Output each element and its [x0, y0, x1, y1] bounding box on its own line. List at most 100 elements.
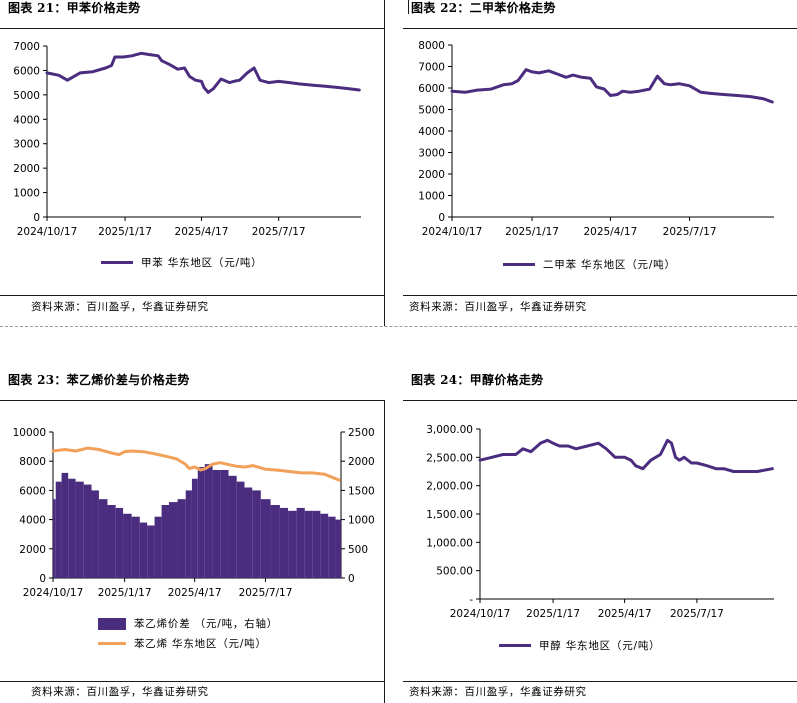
chart-24-legend-swatch [499, 644, 531, 647]
c0-ytick-label: 5000 [13, 90, 40, 102]
c2-bar [168, 502, 178, 578]
chart-22-source: 资料来源：百川盈孚，华鑫证券研究 [409, 301, 587, 313]
c2-bar [304, 510, 313, 578]
chart-23-legend-bar-label: 苯乙烯价差 （元/吨，右轴） [134, 618, 279, 630]
c2-bar [244, 487, 253, 578]
c2-ytick-label: 4000 [19, 515, 46, 527]
c2-y2tick-label: 1000 [348, 515, 375, 527]
c1-ytick-label: 1000 [418, 191, 445, 203]
c2-bar [131, 516, 140, 578]
c3-xtick-label: 2025/4/17 [598, 608, 652, 620]
c2-xtick-label: 2025/4/17 [168, 587, 222, 599]
chart-23-source-rule [0, 681, 384, 682]
c2-bar [83, 484, 92, 578]
c2-bar [177, 499, 186, 578]
chart-24-source: 资料来源：百川盈孚，华鑫证券研究 [409, 686, 587, 698]
chart-23-source: 资料来源：百川盈孚，华鑫证券研究 [31, 686, 209, 698]
c2-bar [212, 469, 221, 578]
c2-bar [98, 499, 108, 578]
chart-22-title: 图表 22：二甲苯价格走势 [411, 1, 556, 15]
chart-24-legend-label: 甲醇 华东地区（元/吨） [539, 640, 661, 652]
chart-23-legend-bars: 苯乙烯价差 （元/吨，右轴） [98, 616, 278, 631]
chart-23-legend-line-swatch [98, 642, 126, 645]
c2-xtick-label: 2025/1/17 [98, 587, 152, 599]
panel-divider-top [384, 0, 385, 326]
c3-ytick-label: 1,000.00 [426, 537, 473, 549]
c2-bar [260, 499, 271, 578]
c0-ytick-label: 1000 [13, 188, 40, 200]
c0-ytick-label: 6000 [13, 65, 40, 77]
c2-bar [236, 481, 245, 578]
c2-bar [191, 478, 198, 578]
c1-ytick-label: 6000 [418, 83, 445, 95]
c1-ytick-label: 3000 [418, 148, 445, 160]
chart-23-legend-line: 苯乙烯 华东地区（元/吨） [98, 636, 267, 651]
c2-xtick-label: 2025/7/17 [239, 587, 293, 599]
c0-series-line-0 [45, 51, 361, 94]
c2-bar [270, 505, 280, 578]
c1-xtick-label: 2025/7/17 [663, 226, 717, 238]
c3-ytick-label: - [469, 594, 473, 606]
c2-y2tick-label: 1500 [348, 485, 375, 497]
chart-22-legend-label: 二甲苯 华东地区（元/吨） [543, 259, 676, 271]
c1-series-line-0 [450, 68, 774, 104]
c2-bar [335, 519, 341, 578]
c2-bar [185, 490, 192, 578]
c2-bar [53, 499, 56, 578]
c1-ytick-label: 5000 [418, 105, 445, 117]
chart-23-plot: 0 2000 4000 6000 8000 10000 0 500 1000 1500 2000 25… [13, 427, 375, 599]
c2-bar [197, 467, 205, 578]
chart-23-title-rule [0, 400, 384, 401]
c3-xtick-label: 2025/1/17 [526, 608, 580, 620]
c2-bar [123, 513, 132, 578]
chart-23-legend-line-label: 苯乙烯 华东地区（元/吨） [134, 638, 267, 650]
panel-divider-bottom [384, 400, 385, 703]
c2-y2tick-label: 500 [348, 544, 368, 556]
c2-ytick-label: 10000 [13, 427, 46, 439]
chart-24-source-rule [403, 681, 797, 682]
c2-bar [328, 516, 336, 578]
chart-22-legend-swatch [503, 263, 535, 266]
c2-bar [288, 510, 297, 578]
chart-21-plot: 0 1000 2000 3000 4000 5000 6000 7000 2024/10/17 2… [13, 41, 361, 238]
chart-21-legend-label: 甲苯 华东地区（元/吨） [141, 257, 263, 269]
c2-y2tick-label: 2500 [348, 427, 375, 439]
c2-bar [55, 481, 62, 578]
c2-bar [154, 516, 162, 578]
c0-ytick-label: 0 [33, 212, 40, 224]
c2-bar [220, 469, 229, 578]
c3-ytick-label: 2,500.00 [426, 452, 473, 464]
chart-22-title-rule [403, 28, 797, 29]
chart-22-legend: 二甲苯 华东地区（元/吨） [503, 257, 676, 272]
chart-21-legend: 甲苯 华东地区（元/吨） [101, 255, 262, 270]
c0-xtick-label: 2024/10/17 [17, 226, 78, 238]
c2-bar [320, 513, 329, 578]
chart-24-title: 图表 24：甲醇价格走势 [411, 373, 544, 387]
c3-ytick-label: 3,000.00 [426, 424, 473, 436]
chart-23-legend-bar-swatch [98, 617, 126, 630]
c2-bar [161, 505, 169, 578]
row-separator [0, 326, 797, 327]
c2-bar [279, 507, 289, 578]
chart-21-title-rule [0, 28, 384, 29]
chart-22-source-rule [403, 295, 797, 296]
chart-22-plot: 0 1000 2000 3000 4000 5000 6000 7000 8000 2024/10… [418, 40, 774, 238]
c3-xtick-label: 2025/7/17 [670, 608, 724, 620]
chart-23-title: 图表 23：苯乙烯价差与价格走势 [8, 373, 190, 387]
chart-24-title-rule [403, 400, 797, 401]
c1-ytick-label: 4000 [418, 126, 445, 138]
c2-bar [252, 490, 261, 578]
c2-bar [68, 478, 76, 578]
c0-ytick-label: 3000 [13, 139, 40, 151]
chart-24-legend: 甲醇 华东地区（元/吨） [499, 638, 660, 653]
c2-bar [61, 472, 69, 578]
c2-y2tick-label: 2000 [348, 456, 375, 468]
c0-xtick-label: 2025/7/17 [252, 226, 306, 238]
chart-21-source: 资料来源：百川盈孚，华鑫证券研究 [31, 301, 209, 313]
c0-xtick-label: 2025/4/17 [175, 226, 229, 238]
c3-series-line-0 [478, 438, 774, 473]
c2-bar [296, 507, 305, 578]
chart-21-title: 图表 21：甲苯价格走势 [8, 1, 141, 15]
c1-ytick-label: 2000 [418, 169, 445, 181]
c2-bar [139, 522, 148, 578]
